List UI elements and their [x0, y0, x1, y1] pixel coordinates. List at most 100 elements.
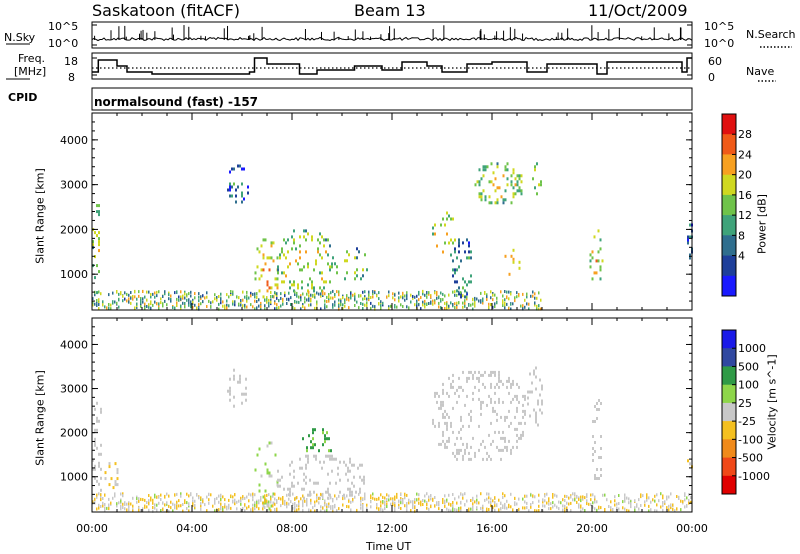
heatmap-cell — [618, 494, 620, 497]
heatmap-cell — [426, 303, 428, 306]
heatmap-cell — [303, 487, 305, 491]
heatmap-cell — [260, 474, 263, 478]
heatmap-cell — [304, 499, 306, 503]
heatmap-cell — [504, 445, 506, 449]
heatmap-cell — [246, 297, 248, 301]
heatmap-cell — [186, 507, 188, 510]
heatmap-cell — [319, 286, 321, 290]
heatmap-cell — [276, 292, 278, 296]
heatmap-cell — [287, 250, 289, 254]
heatmap-cell — [164, 494, 166, 498]
heatmap-cell — [336, 290, 338, 294]
heatmap-cell — [526, 295, 528, 299]
heatmap-cell — [321, 271, 323, 275]
heatmap-cell — [480, 300, 482, 304]
heatmap-cell — [434, 301, 436, 305]
power-panel-frame — [91, 112, 693, 311]
heatmap-cell — [122, 299, 124, 303]
heatmap-cell — [490, 290, 492, 294]
heatmap-cell — [512, 192, 515, 196]
heatmap-cell — [292, 502, 294, 506]
heatmap-cell — [512, 257, 515, 261]
heatmap-cell — [394, 506, 396, 510]
heatmap-cell — [426, 503, 428, 506]
heatmap-cell — [416, 299, 418, 303]
heatmap-cell — [534, 292, 536, 296]
heatmap-cell — [342, 497, 344, 501]
heatmap-cell — [502, 504, 504, 508]
heatmap-cell — [136, 497, 138, 501]
heatmap-cell — [278, 496, 280, 500]
heatmap-cell — [188, 502, 190, 506]
heatmap-cell — [233, 395, 235, 399]
heatmap-cell — [418, 493, 420, 497]
heatmap-cell — [306, 501, 308, 505]
heatmap-cell — [600, 447, 602, 450]
heatmap-cell — [594, 498, 596, 502]
heatmap-cell — [347, 466, 349, 470]
heatmap-cell — [264, 462, 267, 466]
heatmap-cell — [312, 443, 314, 447]
heatmap-cell — [500, 290, 502, 294]
heatmap-cell — [386, 502, 388, 506]
heatmap-cell — [388, 294, 390, 298]
heatmap-cell — [102, 501, 104, 505]
velocity-colorbar-segment — [722, 457, 736, 477]
heatmap-cell — [98, 240, 100, 244]
heatmap-cell — [589, 265, 592, 269]
heatmap-cell — [202, 300, 204, 304]
heatmap-cell — [370, 301, 372, 305]
heatmap-cell — [274, 307, 276, 311]
heatmap-cell — [152, 303, 154, 307]
heatmap-cell — [124, 502, 126, 506]
heatmap-cell — [303, 496, 305, 500]
heatmap-cell — [297, 286, 299, 290]
heatmap-cell — [502, 436, 504, 440]
heatmap-cell — [456, 301, 458, 305]
heatmap-cell — [118, 305, 120, 309]
heatmap-cell — [582, 507, 584, 511]
heatmap-cell — [293, 475, 295, 479]
heatmap-cell — [422, 292, 424, 296]
heatmap-cell — [308, 294, 310, 298]
heatmap-cell — [306, 503, 308, 507]
heatmap-cell — [538, 183, 540, 187]
heatmap-cell — [462, 496, 464, 500]
heatmap-cell — [124, 507, 126, 511]
heatmap-cell — [526, 506, 528, 510]
colorbar-tick-label: -100 — [738, 433, 763, 446]
heatmap-cell — [656, 503, 658, 507]
heatmap-cell — [466, 297, 468, 301]
heatmap-cell — [472, 505, 474, 509]
heatmap-cell — [432, 421, 434, 425]
heatmap-cell — [486, 457, 488, 461]
heatmap-cell — [458, 292, 460, 296]
heatmap-cell — [408, 306, 410, 310]
heatmap-cell — [184, 292, 186, 296]
heatmap-cell — [329, 265, 331, 269]
heatmap-cell — [510, 180, 513, 184]
heatmap-cell — [246, 299, 248, 303]
heatmap-cell — [320, 294, 322, 298]
heatmap-cell — [506, 448, 508, 452]
heatmap-cell — [591, 256, 594, 260]
heatmap-cell — [452, 504, 454, 508]
heatmap-cell — [370, 500, 372, 504]
heatmap-cell — [378, 302, 380, 306]
heatmap-cell — [100, 498, 102, 502]
heatmap-cell — [220, 292, 222, 296]
heatmap-cell — [458, 241, 460, 245]
heatmap-cell — [516, 397, 518, 401]
heatmap-cell — [494, 373, 496, 377]
y-tick-label: 2000 — [60, 223, 88, 236]
heatmap-cell — [516, 174, 519, 178]
heatmap-cell — [144, 306, 146, 310]
heatmap-cell — [297, 481, 299, 485]
heatmap-cell — [316, 300, 318, 304]
heatmap-cell — [116, 477, 119, 481]
heatmap-cell — [452, 217, 454, 221]
heatmap-cell — [540, 180, 542, 184]
heatmap-cell — [424, 499, 426, 503]
heatmap-cell — [560, 501, 562, 505]
heatmap-cell — [326, 509, 328, 512]
